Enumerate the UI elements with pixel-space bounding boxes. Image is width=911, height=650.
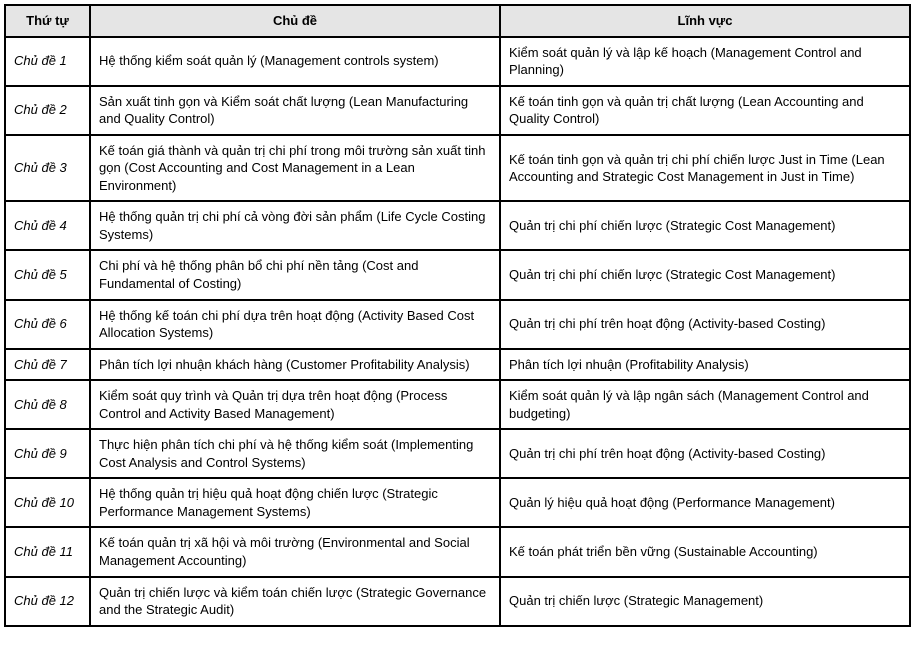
cell-topic: Kiểm soát quy trình và Quản trị dựa trên… (90, 380, 500, 429)
cell-order: Chủ đề 5 (5, 250, 90, 299)
topics-table: Thứ tự Chủ đề Lĩnh vực Chủ đề 1Hệ thống … (4, 4, 911, 627)
cell-order: Chủ đề 11 (5, 527, 90, 576)
table-row: Chủ đề 10Hệ thống quản trị hiệu quả hoạt… (5, 478, 910, 527)
cell-topic: Hệ thống kế toán chi phí dựa trên hoạt đ… (90, 300, 500, 349)
cell-field: Quản trị chiến lược (Strategic Managemen… (500, 577, 910, 626)
cell-order: Chủ đề 6 (5, 300, 90, 349)
cell-field: Quản trị chi phí trên hoạt động (Activit… (500, 300, 910, 349)
cell-field: Quản trị chi phí chiến lược (Strategic C… (500, 250, 910, 299)
cell-order: Chủ đề 9 (5, 429, 90, 478)
col-header-topic: Chủ đề (90, 5, 500, 37)
table-row: Chủ đề 8Kiểm soát quy trình và Quản trị … (5, 380, 910, 429)
cell-field: Kế toán tinh gọn và quản trị chi phí chi… (500, 135, 910, 202)
cell-field: Quản trị chi phí chiến lược (Strategic C… (500, 201, 910, 250)
cell-field: Kiểm soát quản lý và lập ngân sách (Mana… (500, 380, 910, 429)
cell-field: Kiểm soát quản lý và lập kế hoạch (Manag… (500, 37, 910, 86)
cell-field: Quản trị chi phí trên hoạt động (Activit… (500, 429, 910, 478)
table-row: Chủ đề 5Chi phí và hệ thống phân bổ chi … (5, 250, 910, 299)
table-row: Chủ đề 6Hệ thống kế toán chi phí dựa trê… (5, 300, 910, 349)
cell-order: Chủ đề 2 (5, 86, 90, 135)
cell-field: Kế toán tinh gọn và quản trị chất lượng … (500, 86, 910, 135)
cell-topic: Hệ thống quản trị hiệu quả hoạt động chi… (90, 478, 500, 527)
table-row: Chủ đề 9Thực hiện phân tích chi phí và h… (5, 429, 910, 478)
cell-field: Kế toán phát triển bền vững (Sustainable… (500, 527, 910, 576)
cell-field: Phân tích lợi nhuận (Profitability Analy… (500, 349, 910, 381)
cell-field: Quản lý hiệu quả hoạt động (Performance … (500, 478, 910, 527)
cell-order: Chủ đề 8 (5, 380, 90, 429)
cell-topic: Phân tích lợi nhuận khách hàng (Customer… (90, 349, 500, 381)
cell-topic: Quản trị chiến lược và kiểm toán chiến l… (90, 577, 500, 626)
cell-order: Chủ đề 7 (5, 349, 90, 381)
table-row: Chủ đề 4Hệ thống quản trị chi phí cả vòn… (5, 201, 910, 250)
table-row: Chủ đề 1Hệ thống kiểm soát quản lý (Mana… (5, 37, 910, 86)
cell-topic: Chi phí và hệ thống phân bổ chi phí nền … (90, 250, 500, 299)
col-header-order: Thứ tự (5, 5, 90, 37)
cell-topic: Kế toán giá thành và quản trị chi phí tr… (90, 135, 500, 202)
cell-order: Chủ đề 4 (5, 201, 90, 250)
table-row: Chủ đề 3Kế toán giá thành và quản trị ch… (5, 135, 910, 202)
col-header-field: Lĩnh vực (500, 5, 910, 37)
cell-topic: Hệ thống quản trị chi phí cả vòng đời sả… (90, 201, 500, 250)
cell-topic: Thực hiện phân tích chi phí và hệ thống … (90, 429, 500, 478)
table-header: Thứ tự Chủ đề Lĩnh vực (5, 5, 910, 37)
cell-topic: Sản xuất tinh gọn và Kiểm soát chất lượn… (90, 86, 500, 135)
table-row: Chủ đề 12Quản trị chiến lược và kiểm toá… (5, 577, 910, 626)
table-row: Chủ đề 2Sản xuất tinh gọn và Kiểm soát c… (5, 86, 910, 135)
cell-order: Chủ đề 3 (5, 135, 90, 202)
cell-topic: Hệ thống kiểm soát quản lý (Management c… (90, 37, 500, 86)
table-body: Chủ đề 1Hệ thống kiểm soát quản lý (Mana… (5, 37, 910, 626)
cell-order: Chủ đề 10 (5, 478, 90, 527)
cell-order: Chủ đề 1 (5, 37, 90, 86)
table-row: Chủ đề 7Phân tích lợi nhuận khách hàng (… (5, 349, 910, 381)
cell-order: Chủ đề 12 (5, 577, 90, 626)
table-row: Chủ đề 11Kế toán quản trị xã hội và môi … (5, 527, 910, 576)
cell-topic: Kế toán quản trị xã hội và môi trường (E… (90, 527, 500, 576)
